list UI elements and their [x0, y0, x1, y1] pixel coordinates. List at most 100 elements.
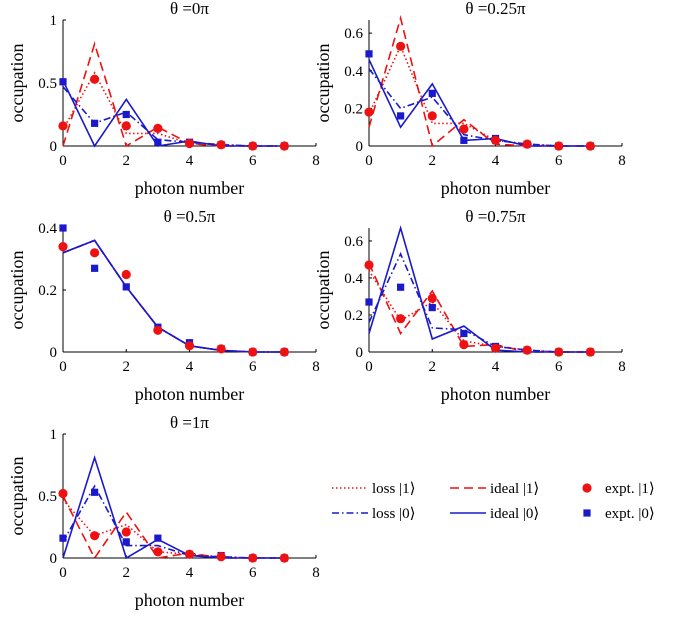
series-expt1-point: [184, 341, 195, 351]
series-expt1-point: [585, 347, 595, 357]
y-tick-label: 0: [50, 551, 58, 567]
series-expt1-point: [459, 124, 469, 134]
legend-entry-ideal1: ideal |1⟩: [450, 481, 539, 497]
series-expt0-point: [154, 534, 162, 542]
series-expt1-point: [364, 260, 374, 270]
series-expt0-point: [91, 119, 99, 127]
legend-label: ideal |0⟩: [490, 506, 539, 522]
series-expt1-point: [522, 345, 532, 355]
series-expt1-point: [554, 347, 564, 357]
subplot-title: θ =0.25π: [465, 0, 526, 18]
x-axis-label: photon number: [135, 384, 245, 404]
series-expt0-point: [122, 283, 130, 291]
legend-label: expt. |0⟩: [605, 506, 655, 522]
y-tick-label: 0.4: [344, 271, 363, 287]
x-tick-label: 0: [365, 153, 373, 169]
series-expt0-point: [397, 283, 405, 291]
legend-entry-loss1: loss |1⟩: [332, 481, 415, 497]
series-expt1-point: [121, 121, 131, 131]
x-tick-label: 8: [618, 359, 626, 375]
subplot-3: 0 2 4 6 8 0 0.2 0.4 photon number occupation θ =0.…: [7, 207, 320, 404]
legend-entry-expt1: expt. |1⟩: [582, 481, 655, 497]
subplot-2: 0 2 4 6 8 0 0.2 0.4 0.6 photon number occupation θ …: [313, 0, 626, 198]
series-expt0-point: [122, 110, 130, 119]
subplot-title: θ =0.5π: [164, 207, 216, 226]
series-expt1-point: [90, 74, 100, 84]
series-expt1-point: [427, 111, 437, 121]
series-expt0-point: [154, 138, 162, 146]
x-tick-label: 0: [59, 359, 67, 375]
x-axis-label: photon number: [441, 384, 551, 404]
series-expt0-point: [91, 488, 99, 496]
legend: loss |1⟩ ideal |1⟩ expt. |1⟩ loss |0⟩ ideal …: [332, 481, 655, 522]
x-tick-label: 6: [249, 153, 257, 169]
legend-marker: [583, 509, 591, 517]
y-tick-label: 0: [50, 139, 58, 155]
series-expt1-point: [216, 344, 226, 354]
series-loss1-line: [368, 44, 591, 147]
series-loss1-line: [368, 270, 591, 353]
y-axis-label: occupation: [7, 44, 27, 123]
series-expt1-point: [58, 121, 68, 131]
y-tick-label: 0.2: [344, 101, 363, 117]
subplot-title: θ =1π: [170, 413, 209, 432]
y-tick-label: 0.5: [38, 489, 57, 505]
x-tick-label: 4: [186, 359, 194, 375]
series-ideal1-line: [62, 495, 285, 560]
series-expt1-point: [58, 242, 68, 252]
subplot-grid: 0 2 4 6 8 0 0.5 1 photon number occupation θ =0π 0 2…: [7, 0, 626, 610]
x-tick-label: 8: [618, 153, 626, 169]
series-expt0-point: [428, 89, 436, 97]
series-expt1-point: [396, 314, 406, 324]
x-tick-label: 2: [123, 565, 131, 581]
legend-label: ideal |1⟩: [490, 481, 539, 497]
series-expt1-point: [279, 553, 289, 563]
series-expt1-point: [153, 547, 163, 557]
series-expt1-point: [121, 269, 131, 280]
subplot-title: θ =0π: [170, 0, 209, 18]
x-tick-label: 8: [312, 359, 320, 375]
y-tick-label: 1: [50, 13, 58, 29]
x-axis-label: photon number: [441, 178, 551, 198]
x-tick-label: 6: [249, 359, 257, 375]
series-expt1-point: [459, 339, 469, 350]
y-tick-label: 0.6: [344, 234, 363, 250]
series-expt0-point: [460, 136, 468, 144]
series-expt1-point: [522, 139, 532, 149]
series-expt0-point: [428, 303, 436, 312]
series-expt0-point: [122, 538, 130, 546]
series-expt1-point: [490, 135, 501, 145]
y-tick-label: 0: [356, 345, 364, 361]
subplot-1: 0 2 4 6 8 0 0.5 1 photon number occupation θ =0π: [7, 0, 320, 198]
series-loss0-line: [368, 68, 591, 147]
y-tick-label: 0.5: [38, 76, 57, 92]
series-loss0-line: [368, 251, 591, 353]
series-loss1-line: [62, 239, 285, 353]
series-expt1-point: [216, 140, 226, 150]
series-loss1-line: [62, 499, 285, 559]
x-axis-label: photon number: [135, 178, 245, 198]
y-tick-label: 1: [50, 427, 58, 443]
series-expt1-point: [585, 141, 595, 151]
series-expt1-point: [90, 248, 100, 258]
subplot-5: 0 2 4 6 8 0 0.5 1 photon number occupation θ =1π: [7, 413, 320, 610]
series-ideal0-line: [62, 239, 285, 353]
y-tick-label: 0: [50, 345, 58, 361]
y-tick-label: 0.2: [344, 308, 363, 324]
series-expt1-point: [248, 141, 258, 151]
legend-label: loss |0⟩: [372, 506, 415, 522]
x-tick-label: 4: [492, 359, 500, 375]
x-tick-label: 2: [429, 359, 437, 375]
series-expt1-point: [153, 325, 163, 335]
series-expt0-point: [59, 78, 67, 86]
series-ideal0-line: [368, 59, 591, 147]
series-expt1-point: [216, 552, 226, 562]
series-expt0-point: [365, 298, 373, 306]
x-tick-label: 8: [312, 565, 320, 581]
series-expt1-point: [58, 488, 68, 499]
series-loss0-line: [62, 86, 285, 147]
legend-label: loss |1⟩: [372, 481, 415, 497]
x-tick-label: 4: [186, 153, 194, 169]
series-ideal0-line: [62, 454, 285, 560]
